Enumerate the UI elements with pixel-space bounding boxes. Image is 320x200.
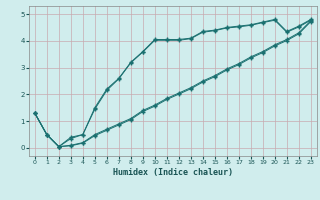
- X-axis label: Humidex (Indice chaleur): Humidex (Indice chaleur): [113, 168, 233, 177]
